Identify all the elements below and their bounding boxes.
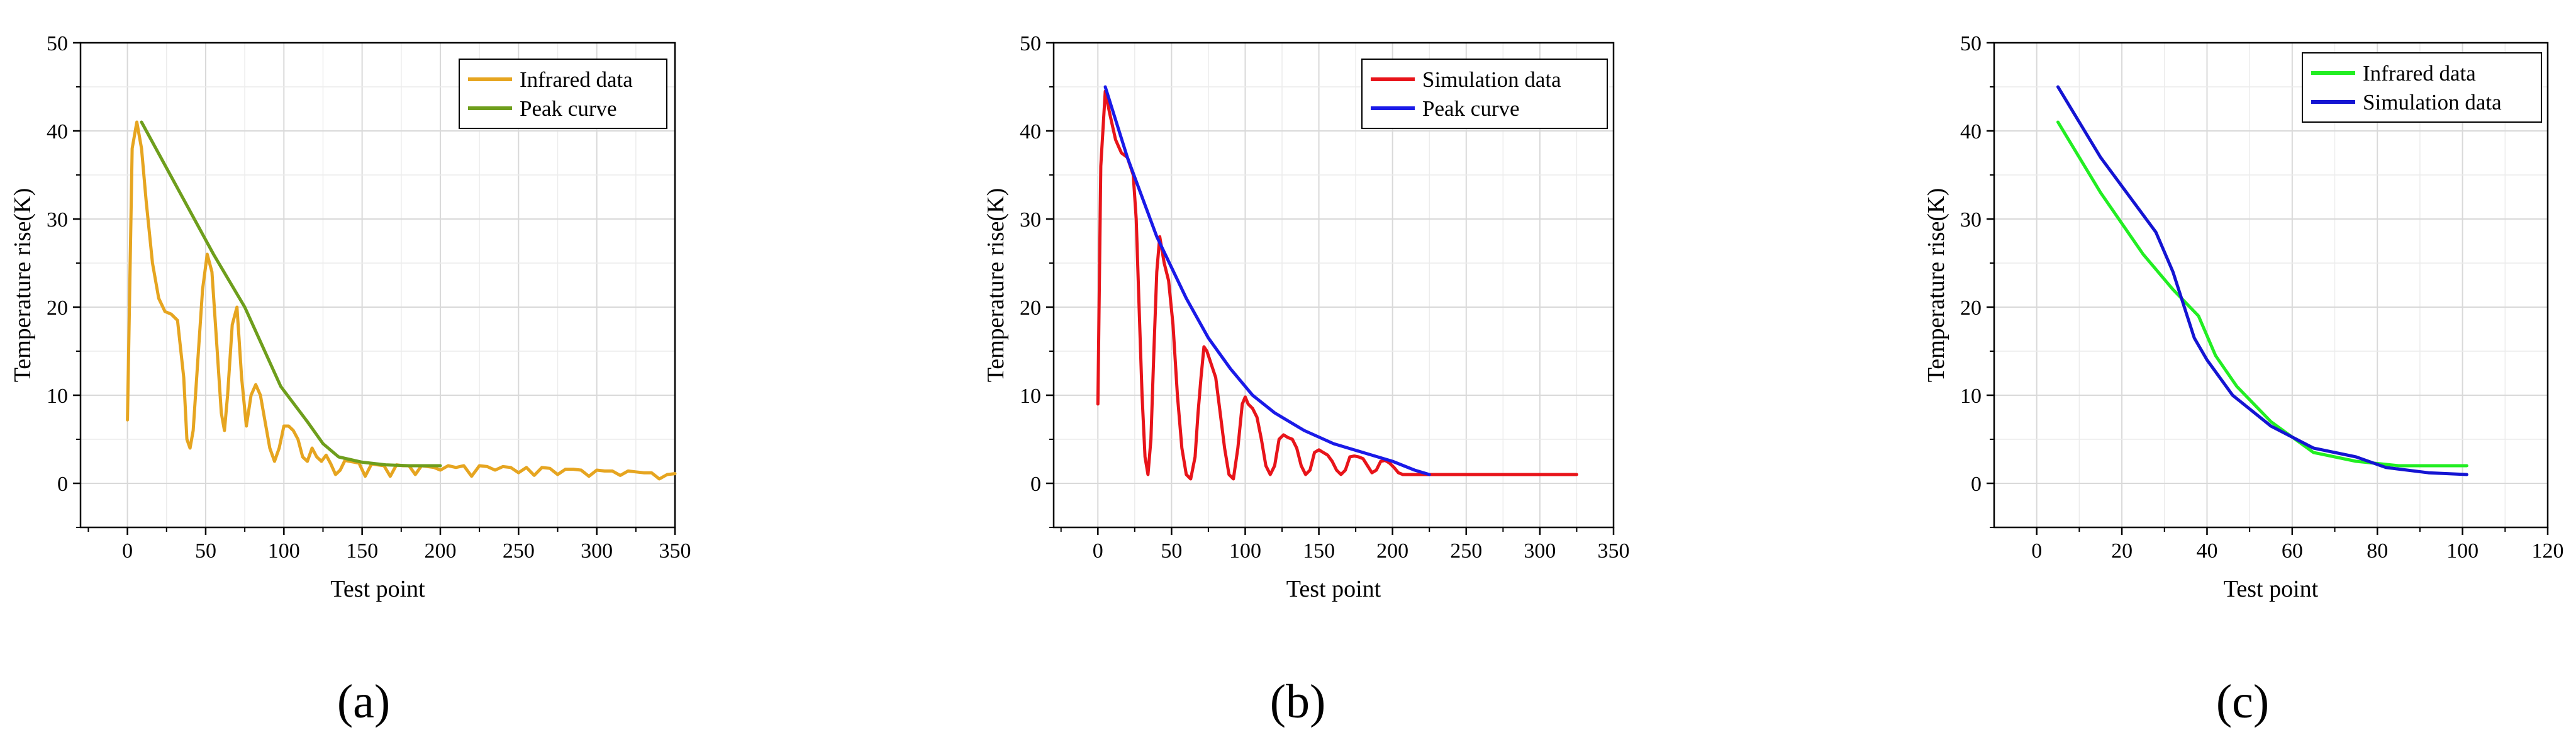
y-tick-label: 30 xyxy=(1960,208,1982,232)
y-tick-label: 50 xyxy=(1960,32,1982,55)
plot-frame xyxy=(1993,42,2549,529)
y-tick-label: 10 xyxy=(1020,385,1041,408)
x-axis-label: Test point xyxy=(2224,576,2319,602)
x-tick-label: 120 xyxy=(2532,539,2564,563)
x-tick-label: 0 xyxy=(2031,539,2042,563)
series-line-peak-curve xyxy=(1103,85,1431,476)
legend-label: Infrared data xyxy=(2363,61,2476,86)
y-tick-label: 0 xyxy=(1030,473,1041,496)
panel-label-a: (a) xyxy=(337,675,390,728)
plot-frame xyxy=(1052,42,1615,529)
x-tick-label: 0 xyxy=(1093,539,1103,563)
x-tick-label: 150 xyxy=(1303,539,1335,563)
legend-label: Peak curve xyxy=(1422,96,1520,121)
y-axis-label: Temperature rise(K) xyxy=(1923,188,1949,383)
x-tick-label: 40 xyxy=(2196,539,2217,563)
y-tick-label: 0 xyxy=(57,473,68,496)
series-line-infrared-data xyxy=(126,120,677,481)
y-tick-label: 20 xyxy=(1960,296,1982,320)
x-tick-label: 200 xyxy=(1376,539,1408,563)
y-axis-label: Temperature rise(K) xyxy=(9,188,36,383)
x-tick-label: 200 xyxy=(424,539,456,563)
x-axis-label: Test point xyxy=(330,576,425,602)
x-tick-label: 50 xyxy=(195,539,216,563)
legend: Infrared data Peak curve xyxy=(459,59,667,129)
x-tick-label: 60 xyxy=(2282,539,2303,563)
legend-label: Simulation data xyxy=(1422,67,1561,92)
y-tick-label: 40 xyxy=(1960,120,1982,143)
x-tick-label: 250 xyxy=(1450,539,1482,563)
x-tick-label: 20 xyxy=(2111,539,2133,563)
legend: Simulation data Peak curve xyxy=(1361,59,1608,129)
y-tick-label: 50 xyxy=(1020,32,1041,55)
x-axis-label: Test point xyxy=(1286,576,1381,602)
y-tick-label: 30 xyxy=(1020,208,1041,232)
y-tick-label: 10 xyxy=(1960,385,1982,408)
series-line-peak-curve xyxy=(140,120,442,468)
x-tick-label: 100 xyxy=(2446,539,2478,563)
y-tick-label: 50 xyxy=(47,32,68,55)
x-tick-label: 100 xyxy=(268,539,300,563)
legend-box xyxy=(2302,52,2542,123)
x-tick-label: 300 xyxy=(581,539,613,563)
y-tick-label: 40 xyxy=(1020,120,1041,143)
chart-panel-b: 0 50 100 150 200 250 300 350 0 10 20 30 40 50 Test poi… xyxy=(983,32,1630,602)
legend: Infrared data Simulation data xyxy=(2302,52,2542,123)
x-tick-label: 300 xyxy=(1524,539,1556,563)
x-tick-label: 80 xyxy=(2367,539,2388,563)
y-tick-label: 30 xyxy=(47,208,68,232)
legend-label: Peak curve xyxy=(520,96,617,121)
x-tick-label: 50 xyxy=(1161,539,1182,563)
x-tick-label: 100 xyxy=(1229,539,1261,563)
plot-frame xyxy=(79,42,676,529)
y-tick-label: 20 xyxy=(1020,296,1041,320)
x-tick-label: 350 xyxy=(659,539,691,563)
y-axis-label: Temperature rise(K) xyxy=(983,188,1009,383)
series-line-simulation-data xyxy=(1096,89,1578,481)
chart-panel-a: 0 50 100 150 200 250 300 350 0 10 20 30 40 50 Test poi… xyxy=(9,32,691,602)
x-tick-label: 350 xyxy=(1598,539,1630,563)
x-tick-label: 0 xyxy=(122,539,133,563)
legend-box xyxy=(459,59,667,129)
series-line-simulation-data xyxy=(2056,85,2468,476)
chart-panel-c: 0 20 40 60 80 100 120 0 10 20 30 40 50 Test point Temp… xyxy=(1923,32,2564,602)
series-line-infrared-data xyxy=(2056,120,2468,468)
panel-label-c: (c) xyxy=(2216,675,2269,728)
x-tick-label: 250 xyxy=(503,539,535,563)
y-tick-label: 40 xyxy=(47,120,68,143)
y-tick-label: 20 xyxy=(47,296,68,320)
legend-label: Infrared data xyxy=(520,67,633,92)
legend-box xyxy=(1361,59,1608,129)
y-tick-label: 0 xyxy=(1971,473,1982,496)
legend-label: Simulation data xyxy=(2363,90,2502,115)
x-tick-label: 150 xyxy=(346,539,378,563)
y-tick-label: 10 xyxy=(47,385,68,408)
panel-label-b: (b) xyxy=(1270,675,1326,728)
